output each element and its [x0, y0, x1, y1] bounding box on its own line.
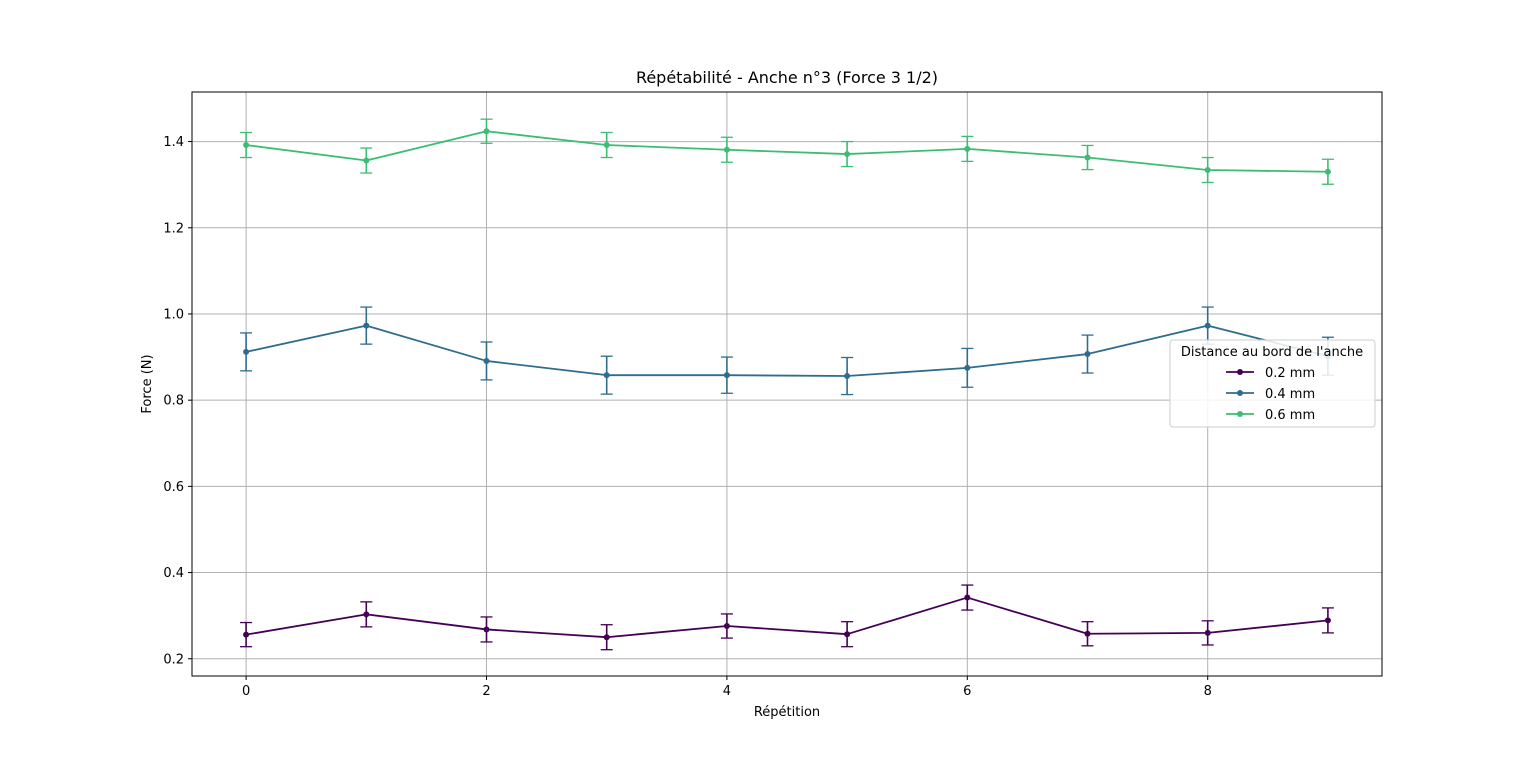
data-point — [723, 623, 730, 630]
legend-title: Distance au bord de l'anche — [1181, 345, 1363, 360]
y-tick-label: 1.2 — [163, 221, 184, 236]
y-tick-label: 0.2 — [163, 652, 184, 667]
legend-swatch-marker — [1237, 411, 1243, 417]
x-tick-label: 0 — [242, 684, 250, 699]
series-line — [245, 130, 1328, 173]
chart-title: Répétabilité - Anche n°3 (Force 3 1/2) — [636, 68, 938, 87]
series-2 — [240, 118, 1334, 185]
series-layer — [240, 118, 1334, 651]
x-tick-label: 8 — [1204, 684, 1212, 699]
data-point — [844, 151, 851, 158]
data-point — [603, 634, 610, 641]
legend-label: 0.4 mm — [1265, 387, 1315, 402]
data-point — [483, 626, 490, 633]
data-point — [1084, 351, 1091, 358]
plot-frame — [191, 91, 1383, 677]
series-0 — [240, 584, 1334, 651]
data-point — [363, 611, 370, 618]
data-point — [363, 157, 370, 164]
data-point — [1324, 617, 1331, 624]
series-line — [245, 324, 1329, 377]
y-tick-label: 1.0 — [163, 307, 184, 322]
x-tick-label: 4 — [723, 684, 731, 699]
y-tick-label: 0.8 — [163, 394, 184, 409]
data-point — [1204, 322, 1211, 329]
legend-label: 0.6 mm — [1265, 408, 1315, 423]
data-point — [964, 364, 971, 371]
data-point — [723, 146, 730, 153]
data-point — [723, 372, 730, 379]
data-point — [603, 142, 610, 149]
legend-swatch-marker — [1237, 369, 1243, 375]
data-point — [1204, 629, 1211, 636]
data-point — [844, 631, 851, 638]
data-point — [844, 373, 851, 380]
y-tick-label: 0.4 — [163, 566, 184, 581]
y-tick-label: 1.4 — [163, 135, 184, 150]
data-point — [483, 357, 490, 364]
data-point — [243, 631, 250, 638]
x-tick-label: 2 — [482, 684, 490, 699]
y-axis-label: Force (N) — [140, 354, 155, 413]
data-point — [1084, 154, 1091, 161]
legend-items: 0.2 mm 0.4 mm 0.6 mm — [1226, 366, 1315, 423]
legend-swatch-marker — [1237, 390, 1243, 396]
data-point — [243, 348, 250, 355]
y-axis: 0.2 0.4 0.6 0.8 1.0 1.2 1.4 — [163, 135, 192, 667]
data-point — [964, 145, 971, 152]
y-tick-label: 0.6 — [163, 480, 184, 495]
data-point — [243, 142, 250, 149]
x-axis: 0 2 4 6 8 — [242, 676, 1212, 699]
series-line — [245, 596, 1329, 639]
data-point — [483, 128, 490, 135]
x-axis-label: Répétition — [754, 705, 820, 720]
data-point — [603, 372, 610, 379]
x-tick-label: 6 — [963, 684, 971, 699]
data-point — [1324, 168, 1331, 175]
data-point — [363, 322, 370, 329]
legend-label: 0.2 mm — [1265, 366, 1315, 381]
data-point — [1204, 167, 1211, 174]
legend: Distance au bord de l'anche 0.2 mm 0.4 mm… — [1169, 339, 1376, 428]
legend-box — [1169, 339, 1376, 428]
data-point — [1084, 630, 1091, 637]
data-point — [964, 594, 971, 601]
